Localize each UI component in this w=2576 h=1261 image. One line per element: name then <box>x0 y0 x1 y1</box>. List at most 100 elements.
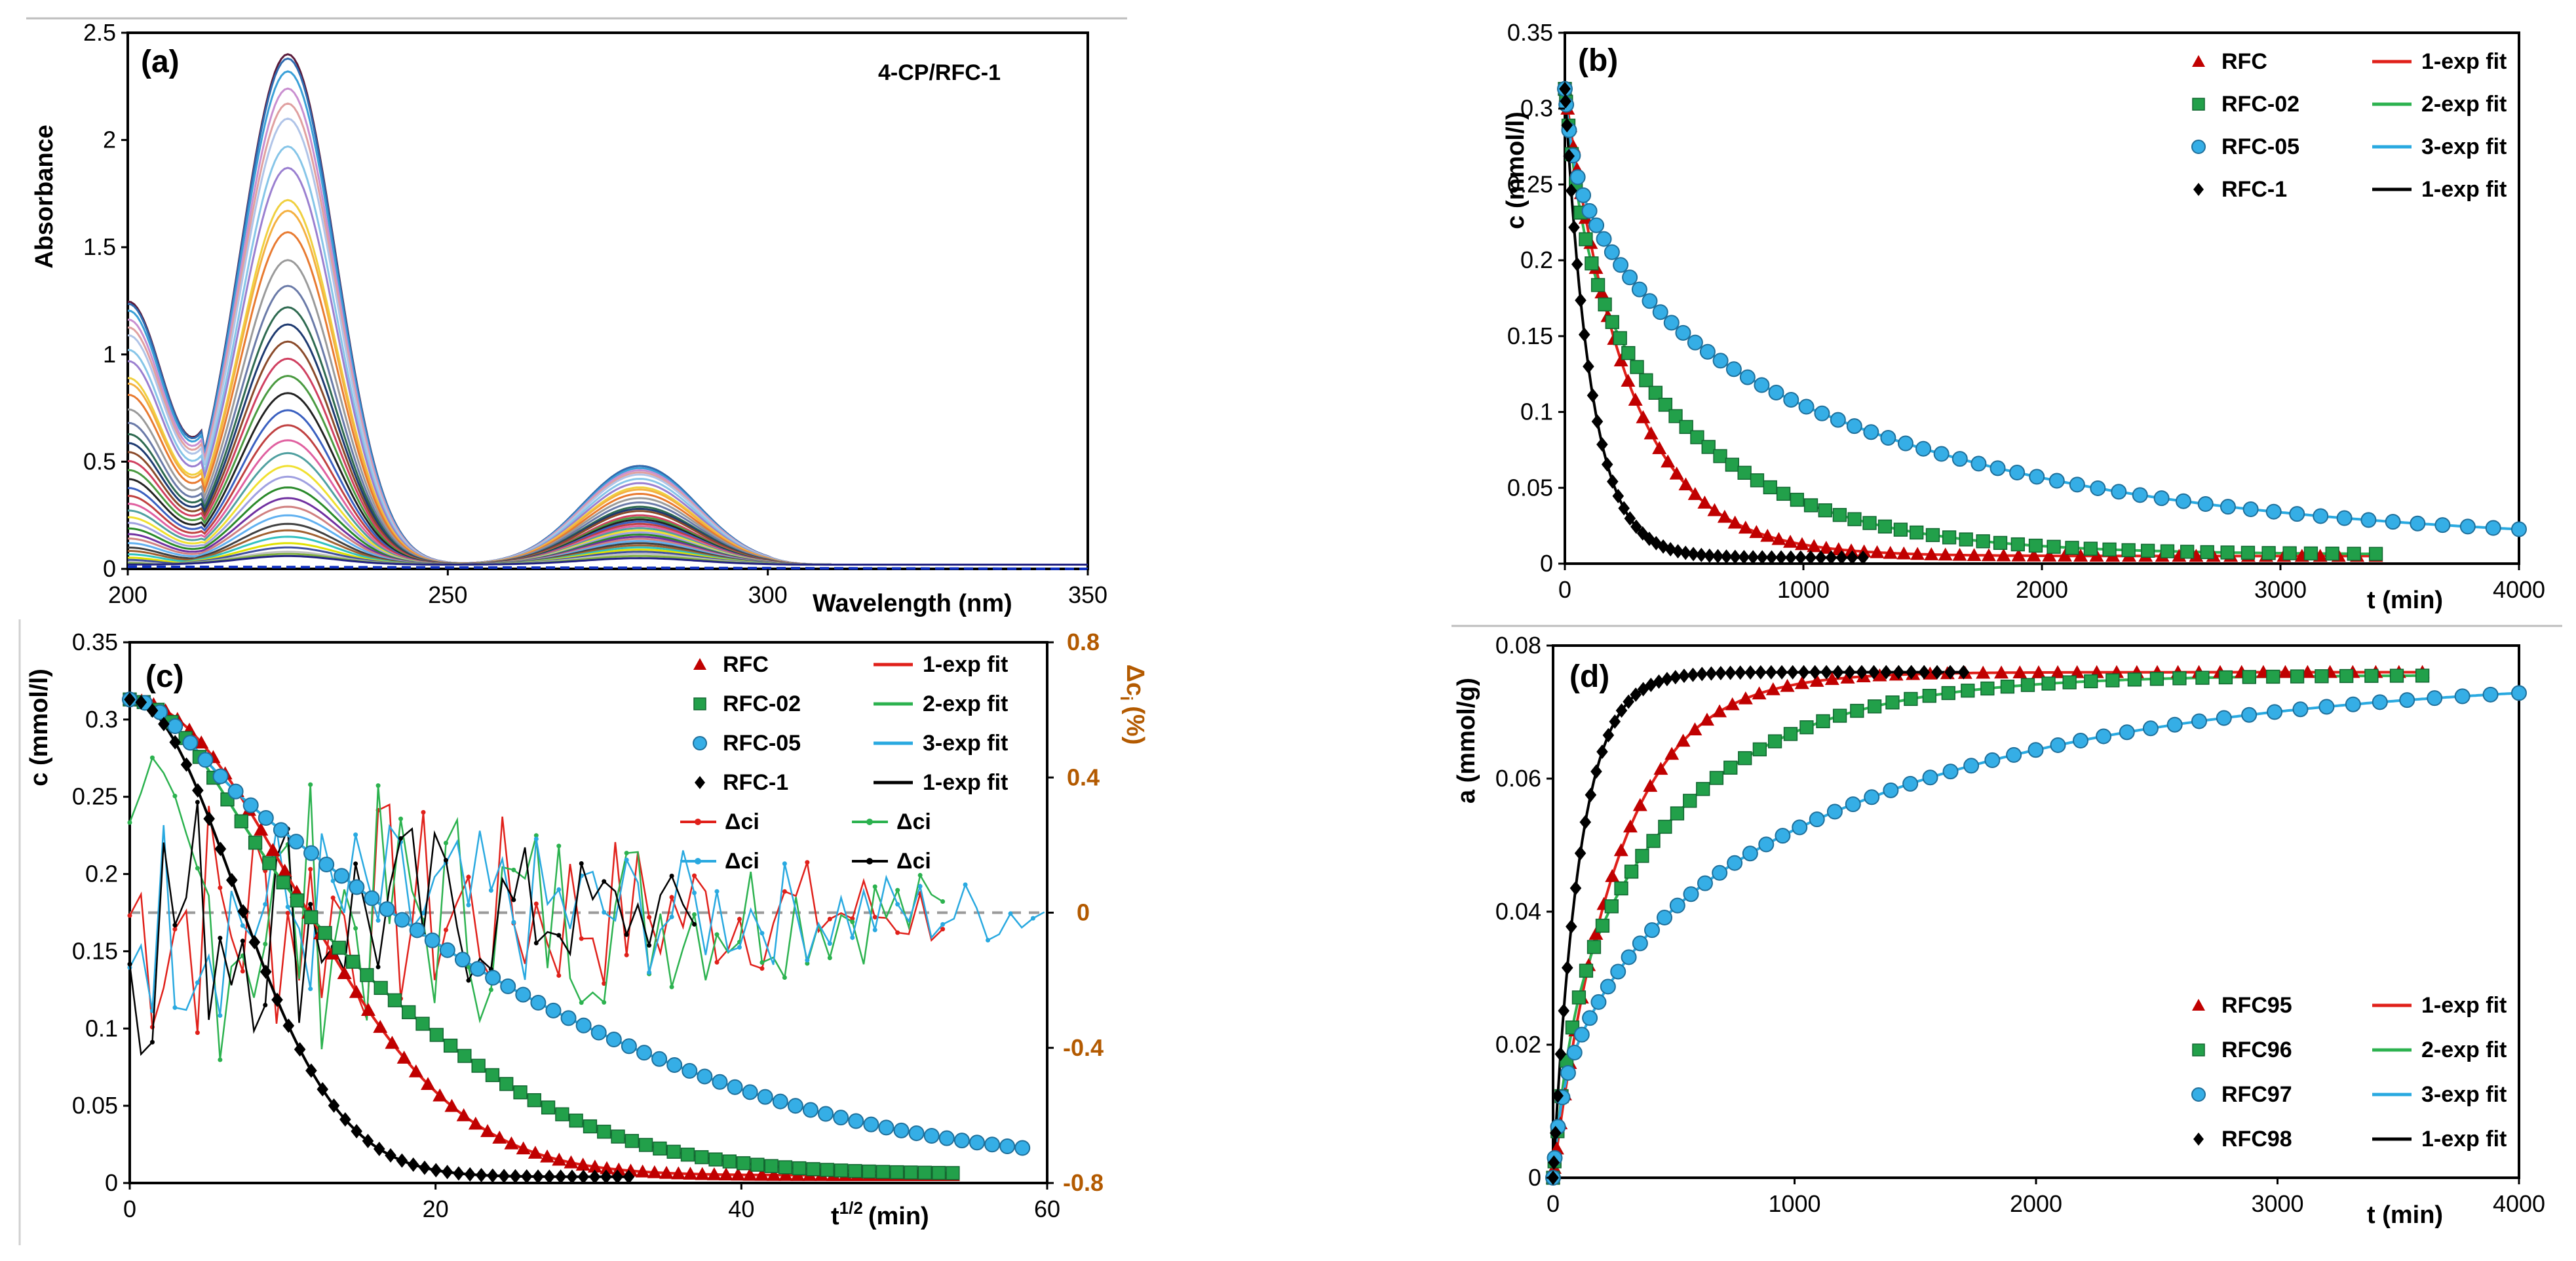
data-point-rfc97 <box>2028 742 2044 758</box>
data-point-rfc-05 <box>682 1062 698 1079</box>
data-point-rfc-02 <box>680 1148 695 1162</box>
panel-d-ticks: 0 1000 2000 3000 4000 0 0.02 0.04 0.06 0.08 <box>1495 632 2545 1217</box>
data-point-rfc97 <box>1683 886 1699 902</box>
panel-d-legend-fit-label: 2-exp fit <box>2421 1038 2507 1062</box>
data-point-rfc-02 <box>1847 512 1862 526</box>
panel-d-legend-label: RFC96 <box>2221 1038 2292 1062</box>
data-point-rfc98 <box>1755 665 1767 680</box>
data-point-rfc-02 <box>471 1058 486 1073</box>
data-point-rfc <box>1697 495 1712 509</box>
panel-c-ytick-label: 0.25 <box>72 783 118 810</box>
data-point-rfc <box>1687 487 1702 500</box>
data-point-rfc-02 <box>1690 430 1704 444</box>
data-point-rfc <box>456 1108 471 1121</box>
data-point-rfc-02 <box>820 1163 834 1177</box>
panel-b-ytick-label: 0.25 <box>1507 170 1553 197</box>
data-point-rfc-05 <box>227 783 244 800</box>
data-point-rfc <box>706 1167 721 1180</box>
data-point-rfc-02 <box>1701 440 1716 454</box>
data-point-rfc-05 <box>1990 460 2006 476</box>
residual-point <box>805 860 810 865</box>
data-point-rfc98 <box>1574 845 1586 861</box>
data-point-rfc-05 <box>2220 499 2236 515</box>
data-point-rfc-02 <box>848 1164 862 1178</box>
data-point-rfc-05 <box>197 752 214 768</box>
panel-c-legend: RFC 1-exp fit RFC-02 2-exp fit RFC-05 3-exp f… <box>680 652 1008 874</box>
data-point-rfc98 <box>1569 881 1582 896</box>
data-point-rfc-1 <box>1601 457 1613 472</box>
data-point-rfc-1 <box>1644 532 1655 547</box>
residual-point <box>127 820 132 825</box>
data-point-rfc <box>421 1077 436 1091</box>
data-point-rfc-1 <box>294 1042 306 1057</box>
panel-c-y2label-units: (%) <box>1121 706 1149 745</box>
data-point-rfc-1 <box>1575 293 1586 308</box>
data-point-rfc-02 <box>583 1119 598 1134</box>
data-point-rfc <box>396 1051 412 1064</box>
panel-d-data-points <box>1545 665 2527 1186</box>
residual-point <box>624 952 629 958</box>
data-point-rfc98 <box>1548 1155 1560 1170</box>
residual-point <box>895 902 900 907</box>
data-point-rfc-02 <box>513 1085 528 1100</box>
data-point-rfc97 <box>2454 688 2470 705</box>
data-point-rfc <box>1644 426 1659 440</box>
data-point-rfc-02 <box>485 1068 500 1083</box>
data-point-rfc-05 <box>560 1010 577 1026</box>
data-point-rfc-02 <box>2010 537 2025 552</box>
data-point-rfc-1 <box>1836 550 1848 565</box>
data-point-rfc98 <box>1931 665 1943 680</box>
data-point-rfc-02 <box>1621 346 1636 360</box>
data-point-rfc97 <box>2372 694 2388 710</box>
panel-a-xtick-label: 250 <box>428 581 467 608</box>
panel-d-xtick-label: 4000 <box>2493 1190 2545 1217</box>
panel-b-frame <box>1564 31 2520 565</box>
residual-point <box>330 895 336 901</box>
data-point-rfc <box>480 1124 495 1137</box>
panel-b-ytick-label: 0.15 <box>1507 322 1553 349</box>
data-point-rfc-05 <box>984 1136 1001 1153</box>
data-point-rfc-1 <box>1636 526 1649 541</box>
data-point-rfc98 <box>1687 667 1699 682</box>
data-point-rfc98 <box>1880 665 1893 680</box>
residual-point <box>218 935 223 941</box>
panel-c: 0 20 40 60 0 0.05 0.1 0.15 0.2 0.25 0.3 0.35 -0.8 -0.… <box>26 629 1149 1230</box>
residual-point <box>624 851 629 856</box>
data-point-rfc-02 <box>2325 547 2339 561</box>
panel-b-data-points <box>1557 81 2527 565</box>
data-point-rfc-05 <box>2336 510 2353 526</box>
data-point-rfc-05 <box>1768 384 1784 400</box>
residual-point <box>240 939 245 944</box>
data-point-rfc <box>265 843 280 856</box>
data-point-rfc97 <box>1712 864 1728 881</box>
residual-point <box>647 914 652 920</box>
data-point-rfc <box>1870 545 1885 558</box>
data-point-rfc-1 <box>1720 549 1733 564</box>
residual-point <box>443 927 448 933</box>
data-point-rfc-02 <box>1803 498 1818 513</box>
data-point-rfc-05 <box>953 1133 970 1149</box>
data-point-rfc-05 <box>1596 231 1612 247</box>
data-point-rfc98 <box>1797 665 1810 680</box>
residual-point <box>737 916 742 922</box>
residual-point <box>127 961 132 967</box>
data-point-rfc96 <box>1723 760 1738 775</box>
data-point-rfc98 <box>1832 665 1844 680</box>
panel-c-ytick-label: 0.2 <box>85 861 118 887</box>
data-point-rfc98 <box>1653 674 1665 689</box>
panel-d-legend-marker <box>2192 1043 2205 1057</box>
data-point-rfc-1 <box>1712 549 1724 564</box>
residual-point <box>195 1030 200 1036</box>
residual-point <box>443 858 448 863</box>
data-point-rfc-02 <box>2083 541 2098 556</box>
data-point-rfc-02 <box>262 856 277 870</box>
data-point-rfc96 <box>1885 695 1900 710</box>
panel-c-y2tick-label: 0 <box>1077 899 1090 926</box>
data-point-rfc96 <box>1752 742 1767 757</box>
data-point-rfc <box>433 1088 448 1102</box>
panel-a-label: (a) <box>141 45 180 79</box>
data-point-rfc <box>1883 545 1898 559</box>
data-point-rfc-05 <box>938 1130 955 1146</box>
data-point-rfc95 <box>1809 674 1824 687</box>
